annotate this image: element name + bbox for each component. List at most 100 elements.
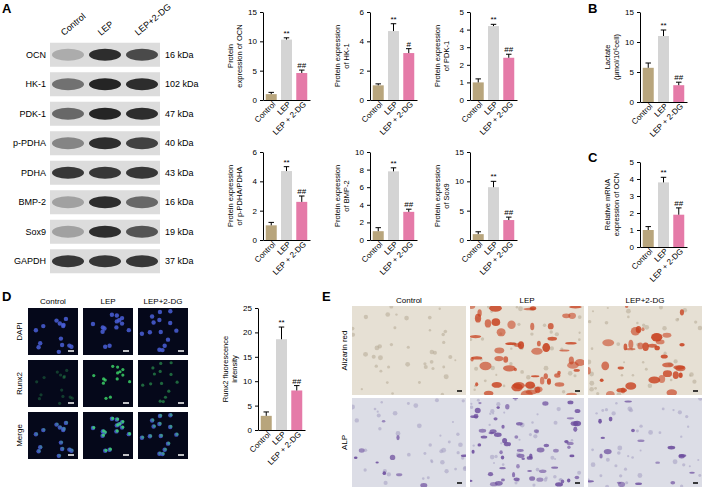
cell [442, 341, 445, 344]
blot-band [52, 196, 84, 208]
tick: Control [360, 100, 385, 125]
runx2-signal [176, 433, 179, 436]
tick: LEP + 2-DG [648, 102, 685, 139]
tick-mark [467, 65, 470, 66]
cell [589, 381, 594, 386]
tick-label: 15 [248, 8, 257, 17]
tick: 6 [360, 8, 370, 17]
plot-area [473, 181, 515, 240]
significance: ## [292, 377, 301, 386]
tick-label: Control [630, 247, 655, 272]
significance: ## [674, 199, 683, 208]
alp-cell [501, 456, 504, 460]
cell [473, 388, 475, 390]
nucleus [64, 421, 68, 425]
cell [605, 485, 609, 487]
axis-line [258, 309, 259, 431]
alp-cell [537, 448, 545, 453]
cell [393, 411, 398, 416]
tick-label: 1 [630, 226, 635, 235]
tick-mark [637, 162, 640, 163]
cell [381, 401, 383, 403]
runx2-signal [104, 449, 107, 452]
alp-cell [494, 433, 502, 438]
mineral-nodule [667, 389, 677, 395]
tick-label: 2 [360, 218, 365, 227]
runx2-signal [141, 436, 144, 439]
error-bar [268, 92, 273, 94]
nucleus [140, 332, 144, 336]
cell [680, 436, 682, 438]
axis-line [640, 13, 641, 103]
scale-bar [123, 402, 129, 404]
cell [591, 448, 594, 451]
tick-label: 0 [360, 236, 365, 245]
tick-mark [260, 100, 263, 101]
mineral-nodule [525, 381, 535, 388]
mineral-nodule [654, 346, 659, 351]
tick: Control [460, 240, 485, 265]
tick-mark [467, 47, 470, 48]
cell [627, 455, 629, 457]
nucleus [64, 317, 68, 321]
scale-bar [178, 402, 184, 404]
tick-label: 0 [630, 243, 635, 252]
runx2-signal [58, 402, 61, 405]
cell [672, 409, 674, 411]
cell [439, 308, 441, 310]
panel-label: B [588, 1, 597, 16]
panel-label: D [2, 289, 11, 304]
tick-label: Control [253, 240, 278, 265]
alp-cell [517, 454, 525, 458]
tick-label: 0 [253, 96, 258, 105]
cell [550, 456, 554, 460]
protein-label: OCN [26, 50, 46, 60]
plot-area [473, 24, 515, 100]
cell [605, 321, 609, 325]
runx2-signal [65, 369, 68, 372]
blot-strip [50, 72, 160, 96]
tick-mark [637, 179, 640, 180]
error-bar [406, 49, 411, 53]
protein-label: p-PDHA [13, 138, 46, 148]
tick-mark [367, 152, 370, 153]
cell [490, 455, 495, 460]
cell [601, 409, 604, 412]
cell [550, 330, 553, 333]
tick-label: Control [630, 102, 655, 127]
mineral-nodule [574, 369, 580, 372]
runx2-signal [159, 422, 162, 425]
cell [428, 443, 432, 447]
nucleus [100, 329, 104, 333]
error-bar [661, 30, 666, 36]
x-axis: ControlLEPLEP + 2-DG [360, 100, 418, 137]
significance: ** [390, 159, 396, 168]
mineral-nodule [489, 306, 502, 312]
runx2-signal [160, 382, 163, 385]
cell [592, 310, 594, 312]
error-bar [391, 168, 396, 172]
runx2-signal [61, 447, 64, 450]
mineral-nodule [542, 343, 550, 352]
tick-mark [255, 357, 258, 358]
mineral-nodule [531, 348, 542, 355]
nucleus [162, 344, 166, 348]
stain-image [588, 306, 702, 395]
error-bar [661, 177, 666, 182]
error-bar [645, 63, 650, 68]
significance: ** [660, 21, 666, 30]
alp-cell [461, 454, 466, 456]
alp-cell [598, 419, 602, 424]
nucleus [114, 429, 118, 433]
mineral-nodule [625, 306, 628, 308]
cell [562, 390, 565, 393]
runx2-signal [38, 449, 41, 452]
mineral-nodule [658, 375, 665, 383]
bar [673, 85, 684, 102]
runx2-signal [116, 423, 119, 426]
alp-cell [396, 435, 399, 440]
runx2-signal [65, 421, 68, 424]
tick: Control [630, 102, 655, 127]
cell [675, 318, 679, 322]
column-label: Control [40, 297, 66, 306]
